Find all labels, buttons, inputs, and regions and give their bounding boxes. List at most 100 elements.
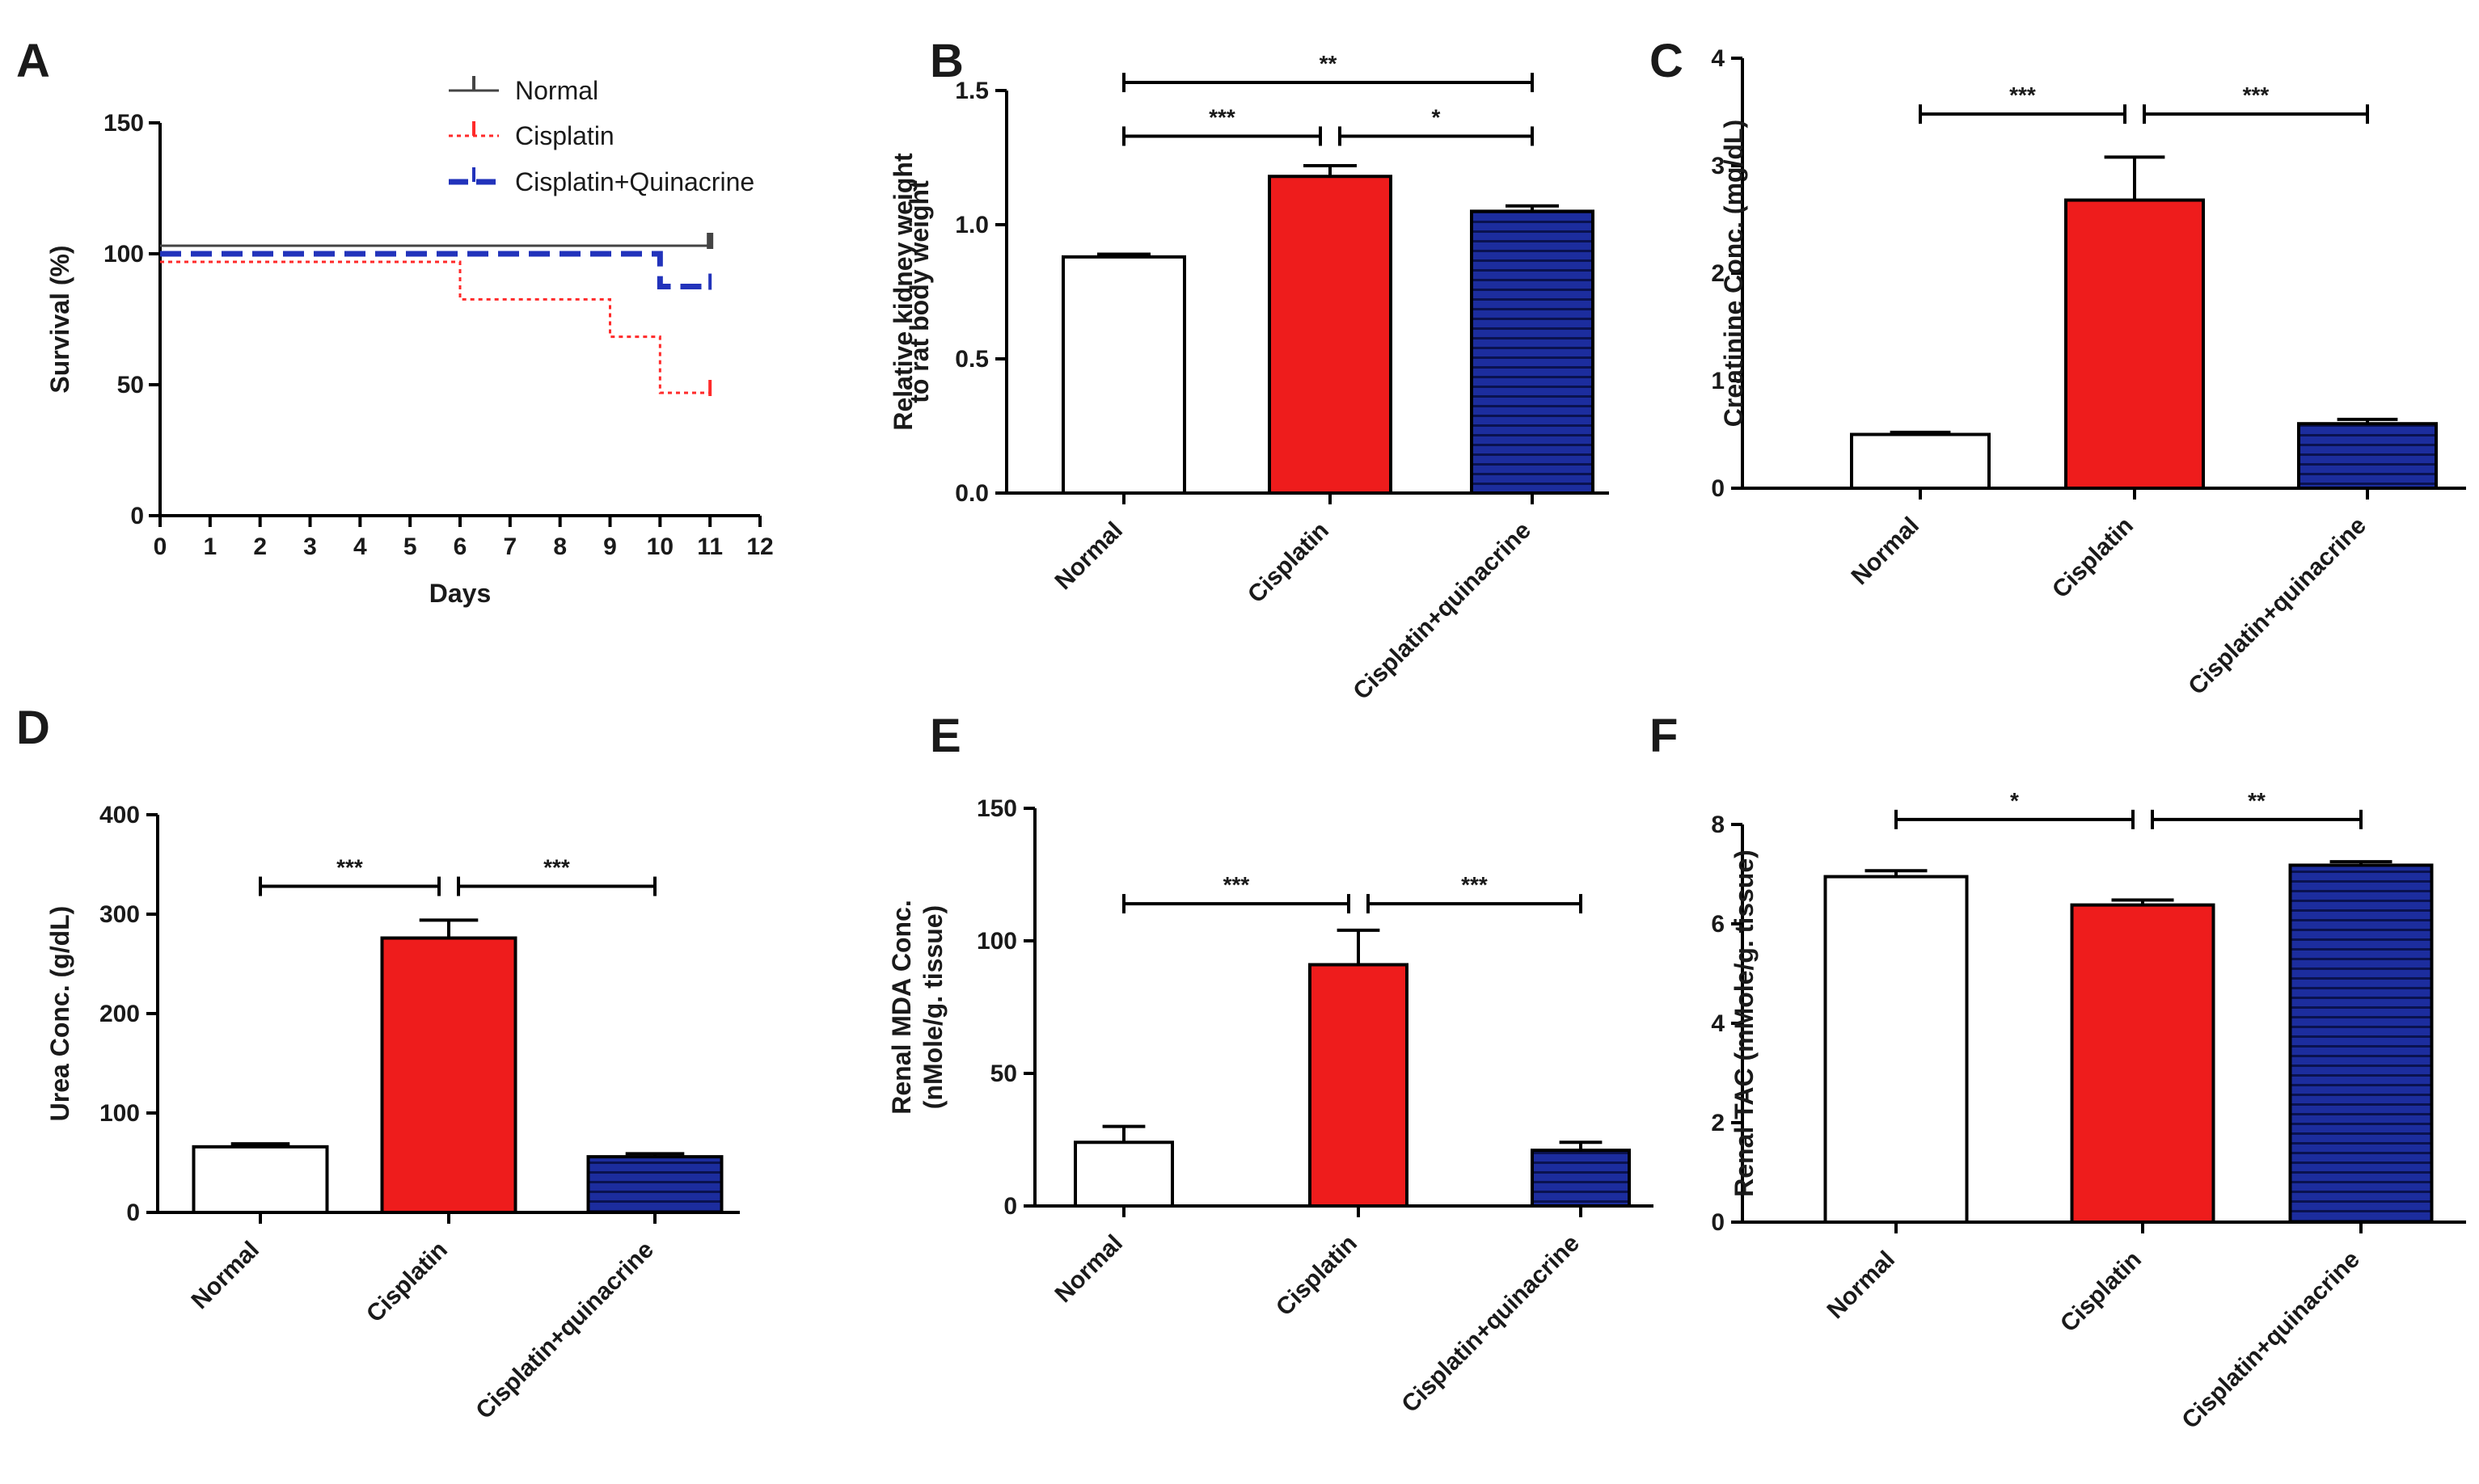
y-tick-label: 50 [990,1060,1017,1087]
y-tick-label: 100 [99,1100,140,1127]
bar-cisplatin [380,936,517,1215]
x-category-label: Cisplatin [361,1237,453,1328]
panel-label: A [16,35,50,87]
significance-label: *** [1223,872,1250,897]
significance-label: ** [2248,788,2266,813]
x-tick-label: 7 [503,533,517,560]
x-category-label: Cisplatin+quinacrine [1348,517,1536,706]
significance-label: *** [2243,82,2270,108]
x-category-label: Cisplatin [1271,1230,1362,1322]
bar-cisplatin [1308,963,1408,1208]
significance-label: ** [1320,51,1337,76]
y-tick-label: 150 [977,795,1017,822]
y-tick-label: 300 [99,901,140,928]
x-category-label: Normal [1822,1246,1900,1324]
significance-bracket: *** [1919,82,2126,124]
y-tick-label: 100 [977,928,1017,955]
significance-label: *** [1461,872,1488,897]
x-tick-label: 9 [603,533,617,560]
bar-cisplatin-quinacrine [2288,863,2434,1225]
significance-bracket: *** [1366,872,1582,914]
y-tick-label: 400 [99,802,140,828]
bar-normal [1823,875,1969,1224]
panel-e-mda-chart: E 0 50 100 150 Renal MDA Conc. (nMole/g. tissu… [887,710,1653,1418]
legend-entry: Cisplatin [515,121,614,150]
significance-bracket: * [1894,788,2135,829]
y-axis-label: Urea Conc. (g/dL) [45,906,74,1122]
y-axis-label: Relative kidney weight [889,153,918,431]
x-category-label: Cisplatin+quinacrine [471,1237,659,1425]
y-axis-label: Survival (%) [45,245,74,393]
y-axis-label: Renal MDA Conc. [887,900,916,1115]
panel-label: C [1649,35,1683,87]
bar-normal [1074,1140,1174,1208]
survival-curve-cisplatin [160,260,711,394]
panel-c-creatinine-chart: C 0 1 2 3 4 Creatinine Conc. (mg/dL) Normal Cisp… [1649,35,2466,700]
significance-label: *** [2009,82,2036,108]
y-tick-label: 2 [1711,260,1725,287]
y-tick-label: 0 [126,1199,140,1226]
y-tick-label: 1.5 [955,78,989,104]
y-tick-label: 0 [1003,1193,1017,1220]
x-category-label: Normal [1050,1230,1128,1308]
significance-label: * [1432,104,1441,129]
bar-cisplatin-quinacrine [2297,422,2438,491]
significance-bracket: ** [1122,51,1534,93]
legend-entry: Cisplatin+Quinacrine [515,167,754,196]
panel-label: B [930,35,964,87]
x-tick-label: 3 [303,533,317,560]
panel-label: E [930,710,961,762]
bar-normal [1062,255,1186,495]
panel-label: F [1649,710,1678,762]
significance-label: *** [1209,104,1235,129]
significance-bracket: *** [1122,104,1322,146]
panel-label: D [16,702,50,754]
x-tick-label: 11 [697,533,723,560]
x-category-label: Cisplatin+quinacrine [2183,512,2371,701]
significance-bracket: * [1338,104,1534,146]
x-tick-label: 5 [403,533,417,560]
x-category-label: Cisplatin+quinacrine [2177,1246,2365,1435]
y-axis-label: Creatinine Conc. (mg/dL) [1719,120,1748,427]
y-tick-label: 1 [1711,368,1725,394]
y-tick-label: 0 [1711,475,1725,502]
significance-bracket: *** [2143,82,2369,124]
significance-bracket: ** [2151,788,2363,829]
x-tick-label: 8 [553,533,567,560]
bar-normal [192,1145,329,1214]
y-axis-label: (nMole/g. tissue) [919,905,948,1109]
bar-normal [1850,432,1991,490]
survival-curve-cisplatin-quinacrine [160,251,711,289]
significance-bracket: *** [1122,872,1350,914]
x-category-label: Cisplatin [1243,517,1334,609]
y-axis-label: to rat body weight [905,180,934,403]
bar-cisplatin [1268,175,1392,495]
x-axis-label: Days [429,579,492,608]
bar-cisplatin-quinacrine [1470,209,1594,495]
x-tick-label: 6 [454,533,467,560]
y-tick-label: 6 [1711,911,1725,938]
x-category-label: Cisplatin [2047,512,2139,604]
y-tick-label: 1.0 [955,212,989,238]
x-category-label: Cisplatin+quinacrine [1396,1230,1585,1419]
y-tick-label: 100 [103,241,144,268]
significance-bracket: *** [259,855,441,896]
y-tick-label: 0 [1711,1209,1725,1236]
y-axis-label: Renal TAC (mMole/g. tissue) [1729,850,1759,1197]
legend-entry: Normal [515,76,598,105]
y-tick-label: 2 [1711,1110,1725,1136]
x-tick-label: 2 [253,533,267,560]
x-category-label: Normal [1050,517,1128,595]
significance-label: * [2010,788,2019,813]
x-tick-label: 1 [203,533,217,560]
y-tick-label: 200 [99,1001,140,1027]
significance-bracket: *** [457,855,657,896]
x-tick-label: 0 [154,533,167,560]
x-tick-label: 4 [353,533,367,560]
y-tick-label: 0 [130,503,144,529]
y-tick-label: 0.5 [955,346,989,373]
